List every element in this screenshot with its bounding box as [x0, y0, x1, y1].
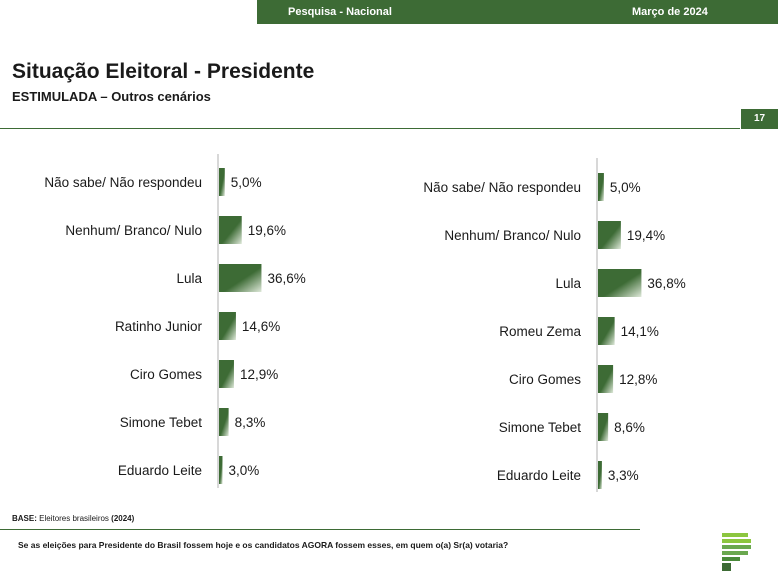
- data-label: 19,6%: [248, 223, 286, 238]
- category-label: Simone Tebet: [499, 420, 582, 435]
- charts-area: Não sabe/ Não respondeu 5,0% Nenhum/ Branc…: [44, 154, 686, 492]
- survey-question: Se as eleições para Presidente do Brasil…: [18, 540, 509, 550]
- category-label: Eduardo Leite: [497, 468, 581, 483]
- bar: [598, 221, 621, 249]
- category-label: Simone Tebet: [120, 415, 203, 430]
- survey-label: Pesquisa - Nacional: [288, 6, 392, 18]
- page-title: Situação Eleitoral - Presidente: [12, 60, 315, 83]
- data-label: 14,6%: [242, 319, 280, 334]
- title-divider: [0, 128, 740, 129]
- footer-divider: [0, 529, 640, 530]
- page-number: 17: [741, 109, 778, 129]
- data-label: 5,0%: [610, 180, 641, 195]
- bar: [219, 168, 225, 196]
- bar: [598, 173, 604, 201]
- survey-date: Março de 2024: [632, 6, 708, 18]
- data-label: 3,3%: [608, 468, 639, 483]
- category-label: Ratinho Junior: [115, 319, 203, 334]
- category-label: Ciro Gomes: [130, 367, 202, 382]
- category-label: Não sabe/ Não respondeu: [423, 180, 581, 195]
- bar: [219, 216, 242, 244]
- category-label: Não sabe/ Não respondeu: [44, 175, 202, 190]
- category-label: Lula: [555, 276, 581, 291]
- category-label: Nenhum/ Branco/ Nulo: [444, 228, 581, 243]
- page-subtitle: ESTIMULADA – Outros cenários: [12, 89, 211, 104]
- bar: [598, 269, 642, 297]
- category-label: Eduardo Leite: [118, 463, 202, 478]
- base-label: BASE:: [12, 514, 37, 523]
- bar: [219, 360, 234, 388]
- brand-logo: [722, 533, 751, 571]
- bar: [598, 365, 614, 393]
- data-label: 12,8%: [619, 372, 657, 387]
- data-label: 3,0%: [228, 463, 259, 478]
- chart-panel-2: Não sabe/ Não respondeu 5,0% Nenhum/ Branc…: [423, 158, 686, 492]
- bar: [219, 264, 262, 292]
- data-label: 14,1%: [621, 324, 659, 339]
- chart-panel-1: Não sabe/ Não respondeu 5,0% Nenhum/ Branc…: [44, 154, 306, 488]
- bar: [219, 312, 236, 340]
- base-note: BASE: Eleitores brasileiros (2024): [12, 514, 134, 523]
- data-label: 8,6%: [614, 420, 645, 435]
- data-label: 36,6%: [267, 271, 305, 286]
- bar: [598, 317, 615, 345]
- data-label: 36,8%: [647, 276, 685, 291]
- bar: [598, 461, 602, 489]
- category-label: Ciro Gomes: [509, 372, 581, 387]
- data-label: 5,0%: [231, 175, 262, 190]
- base-year: (2024): [111, 514, 135, 523]
- data-label: 8,3%: [235, 415, 266, 430]
- category-label: Nenhum/ Branco/ Nulo: [65, 223, 202, 238]
- data-label: 19,4%: [627, 228, 665, 243]
- category-label: Lula: [176, 271, 202, 286]
- bar: [598, 413, 609, 441]
- bar: [219, 408, 229, 436]
- header-bar: Pesquisa - Nacional Março de 2024: [257, 0, 778, 24]
- data-label: 12,9%: [240, 367, 278, 382]
- base-text: Eleitores brasileiros: [39, 514, 109, 523]
- category-label: Romeu Zema: [499, 324, 581, 339]
- bar: [219, 456, 223, 484]
